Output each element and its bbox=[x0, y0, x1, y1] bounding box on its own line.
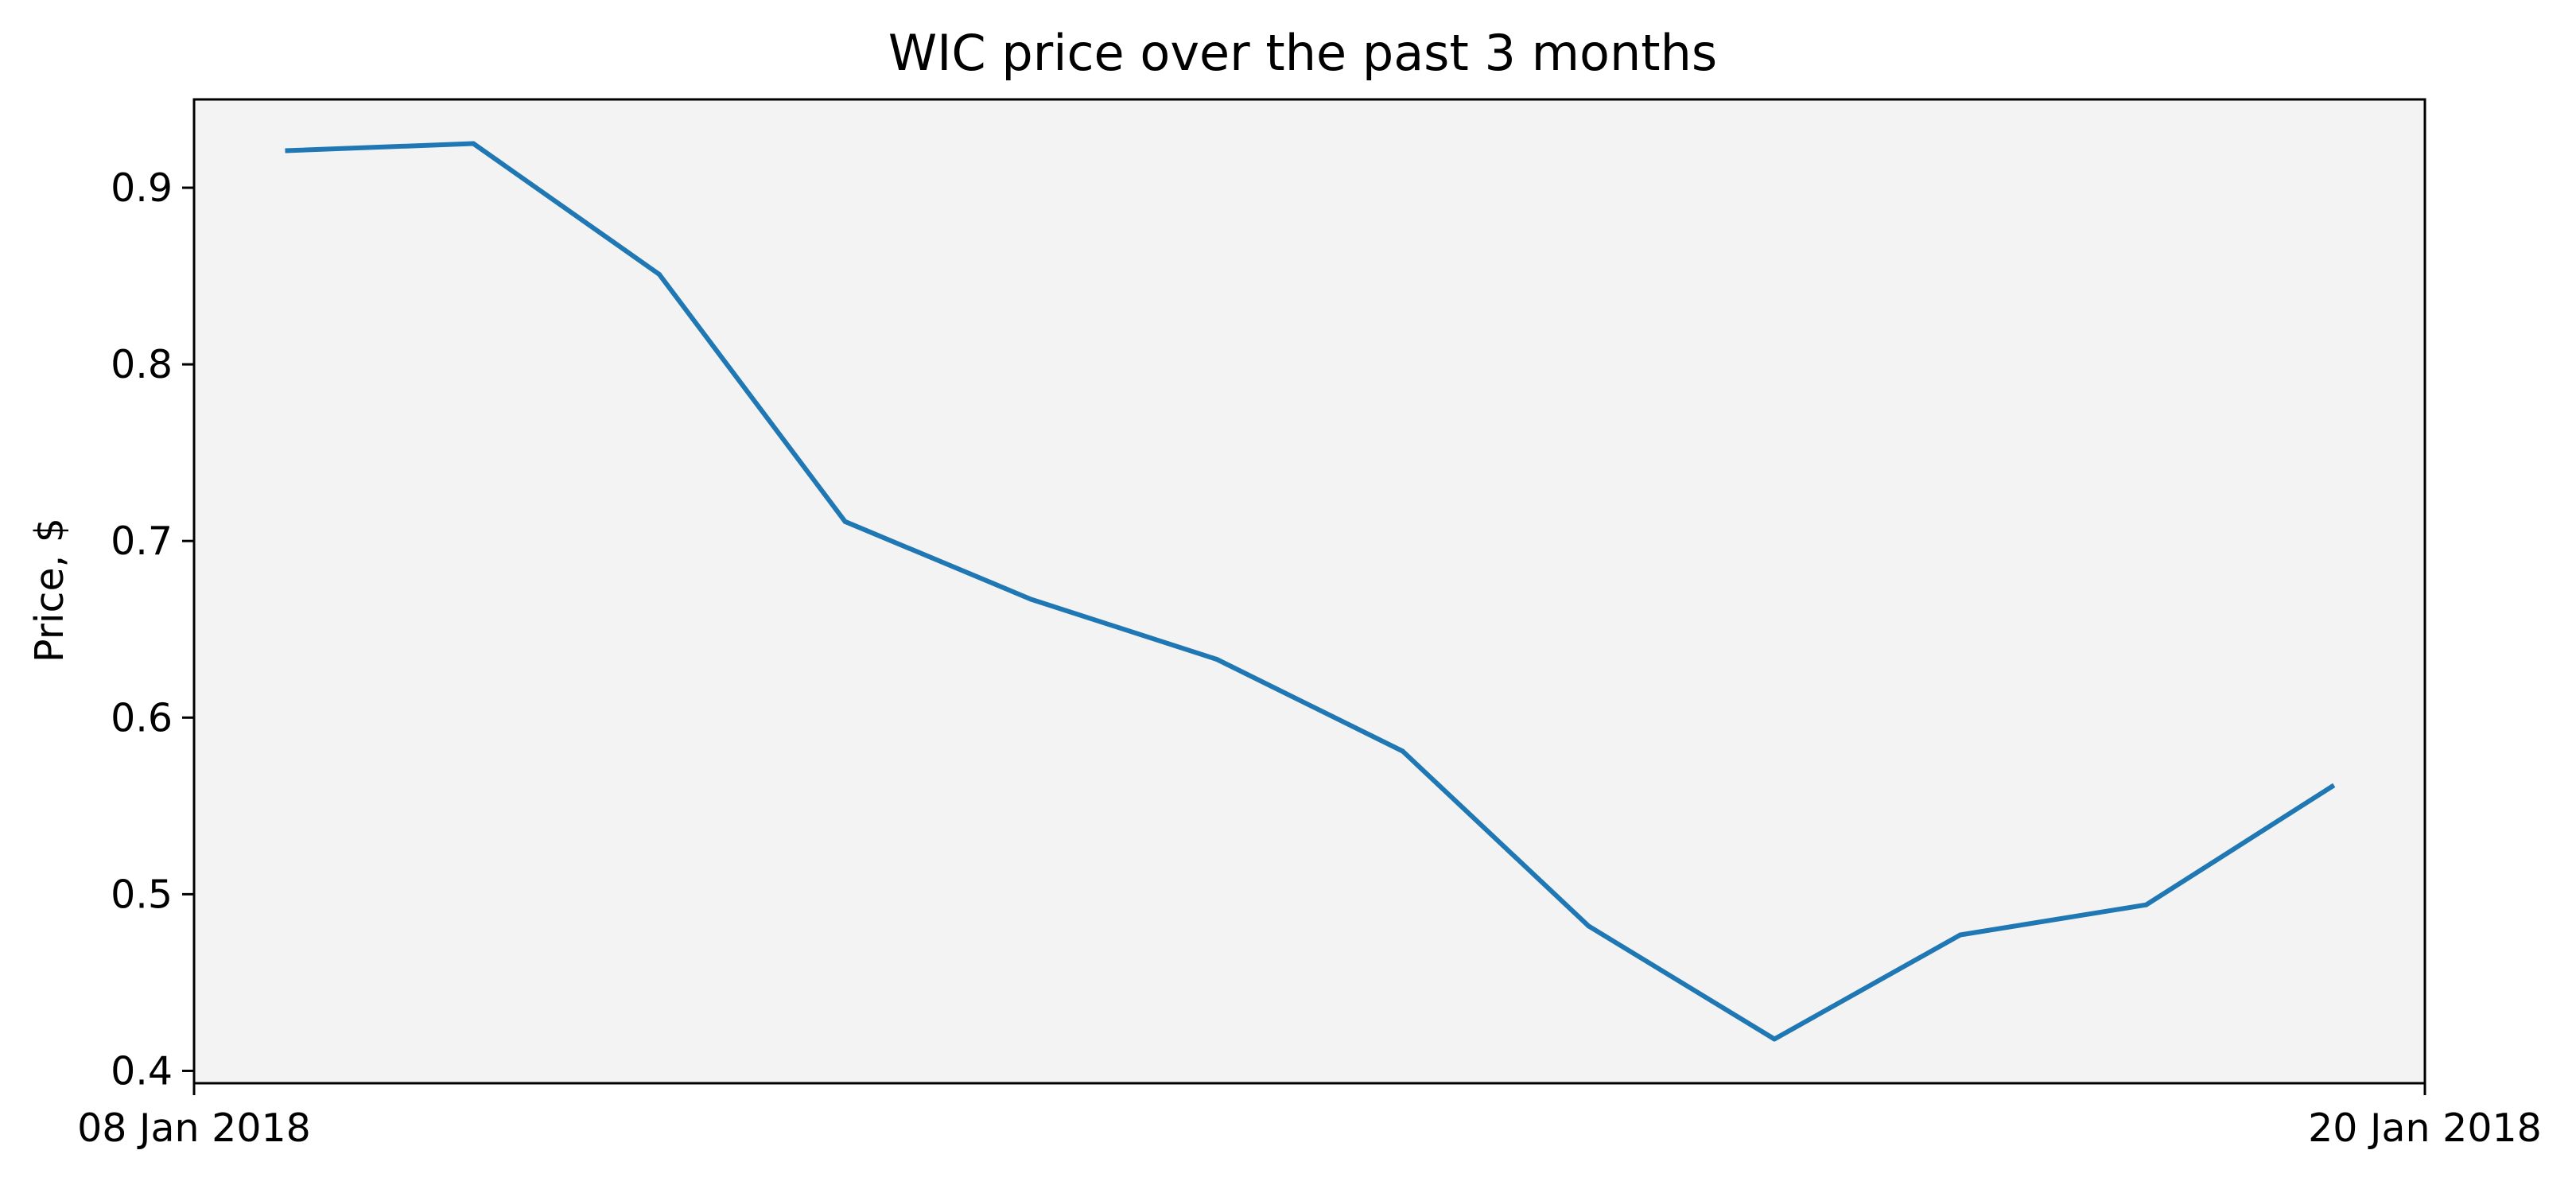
y-axis: 0.4 0.5 0.6 0.7 0.8 0.9 bbox=[111, 165, 194, 1094]
data-point bbox=[656, 271, 662, 277]
x-tick-label: 08 Jan 2018 bbox=[77, 1105, 311, 1151]
y-tick-label: 0.4 bbox=[111, 1048, 173, 1094]
data-point bbox=[1400, 748, 1405, 754]
y-axis-label: Price, $ bbox=[27, 518, 72, 662]
data-point bbox=[842, 519, 848, 524]
data-point bbox=[1214, 657, 1219, 662]
plot-frame bbox=[192, 98, 2426, 1085]
data-point bbox=[2329, 783, 2335, 789]
y-tick-label: 0.7 bbox=[111, 519, 173, 564]
x-tick-label: 20 Jan 2018 bbox=[2308, 1105, 2542, 1151]
series-line bbox=[285, 141, 2336, 1042]
plot-area bbox=[194, 99, 2425, 1083]
data-point bbox=[1957, 932, 1963, 938]
series-layer bbox=[285, 141, 2336, 1042]
y-tick-label: 0.6 bbox=[111, 695, 173, 740]
data-point bbox=[471, 141, 476, 146]
data-point bbox=[2143, 902, 2149, 907]
data-point bbox=[1586, 923, 1591, 929]
data-point bbox=[285, 148, 290, 153]
y-tick-label: 0.8 bbox=[111, 342, 173, 387]
x-axis: 08 Jan 2018 20 Jan 2018 bbox=[77, 1083, 2542, 1151]
y-tick-label: 0.5 bbox=[111, 872, 173, 917]
data-point bbox=[1028, 596, 1034, 602]
chart-title: WIC price over the past 3 months bbox=[888, 24, 1717, 82]
y-tick-label: 0.9 bbox=[111, 165, 173, 211]
data-point bbox=[1772, 1036, 1778, 1042]
